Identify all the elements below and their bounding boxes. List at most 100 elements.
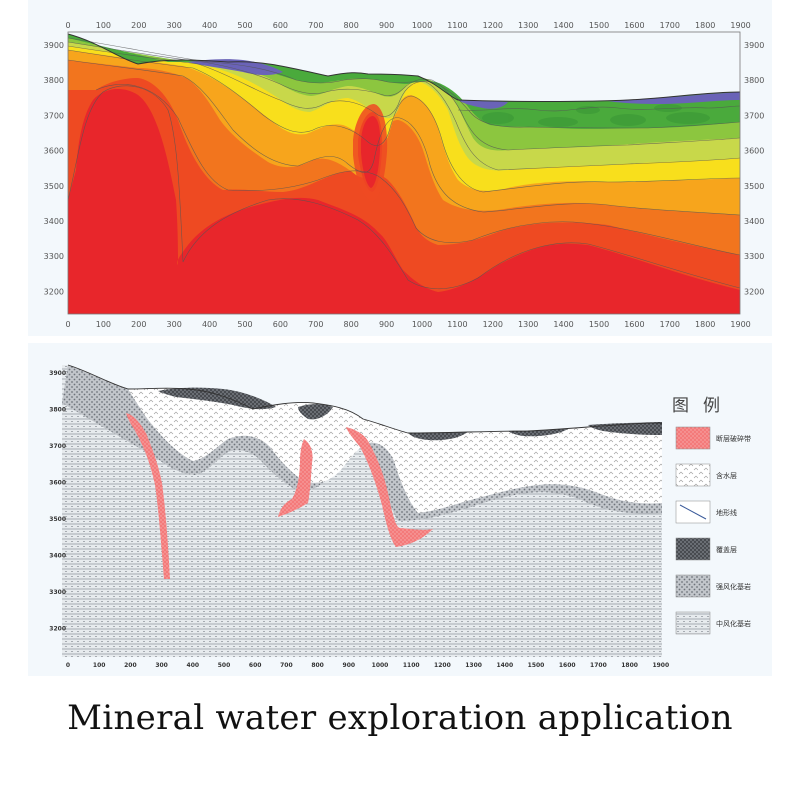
contour-lines <box>68 37 740 290</box>
x-tick-label: 500 <box>218 662 231 669</box>
x-tick-label-bottom: 900 <box>379 320 394 329</box>
layer-cover-right2 <box>508 429 568 437</box>
x-tick-label-top: 500 <box>237 21 252 30</box>
x-tick-label-bottom: 800 <box>344 320 359 329</box>
x-tick-label-bottom: 100 <box>96 320 111 329</box>
terrain-line <box>67 364 662 434</box>
x-tick-label: 0 <box>66 662 70 669</box>
y-tick-label-left: 3200 <box>44 287 64 296</box>
legend-label-strongly-weathered: 强风化基岩 <box>716 582 751 591</box>
x-tick-label-bottom: 400 <box>202 320 217 329</box>
layer-cover-left <box>158 387 276 410</box>
x-tick-label: 1200 <box>434 662 451 669</box>
x-tick-label: 600 <box>249 662 262 669</box>
x-tick-label: 1700 <box>590 662 607 669</box>
band-green <box>68 34 740 129</box>
x-tick-label-bottom: 1500 <box>589 320 609 329</box>
x-tick-label-top: 600 <box>273 21 288 30</box>
y-tick-label-left: 3400 <box>44 217 64 226</box>
y-tick-label-right: 3500 <box>744 182 764 191</box>
y-tick-label: 3300 <box>49 589 66 596</box>
x-tick-label-top: 1700 <box>660 21 680 30</box>
x-tick-label-bottom: 500 <box>237 320 252 329</box>
y-tick-label-right: 3200 <box>744 287 764 296</box>
x-tick-label-top: 700 <box>308 21 323 30</box>
x-tick-label: 1600 <box>559 662 576 669</box>
x-tick-label: 1300 <box>465 662 482 669</box>
x-tick-label-bottom: 1100 <box>447 320 467 329</box>
band-blue-purple-right <box>458 100 508 109</box>
legend-label-fault-zone: 断层破碎带 <box>716 434 751 443</box>
x-tick-label: 800 <box>311 662 324 669</box>
layer-cover-mid <box>298 404 333 420</box>
x-tick-label-top: 300 <box>167 21 182 30</box>
y-tick-label-right: 3300 <box>744 252 764 261</box>
y-tick-label-right: 3600 <box>744 147 764 156</box>
legend-swatch-aquifer <box>675 463 711 487</box>
y-tick-label-left: 3700 <box>44 111 64 120</box>
legend-swatch-fault-zone <box>675 426 711 450</box>
x-tick-label: 1000 <box>372 662 389 669</box>
y-tick-label: 3900 <box>49 370 66 377</box>
y-tick-label-left: 3600 <box>44 147 64 156</box>
x-tick-label-bottom: 1800 <box>695 320 715 329</box>
terrain-line-icon <box>679 504 707 520</box>
legend-label-cover-layer: 覆盖层 <box>716 545 737 554</box>
y-tick-label: 3800 <box>49 407 66 414</box>
y-tick-label: 3500 <box>49 516 66 523</box>
x-tick-label-top: 1200 <box>483 21 503 30</box>
x-tick-label-bottom: 1300 <box>518 320 538 329</box>
band-blue-purple-right2 <box>608 92 740 104</box>
x-tick-label-top: 0 <box>65 21 70 30</box>
x-tick-label-top: 200 <box>131 21 146 30</box>
legend-swatch-strongly-weathered <box>675 574 711 598</box>
x-tick-label: 900 <box>343 662 356 669</box>
x-tick-label-bottom: 1900 <box>730 320 750 329</box>
x-tick-label-bottom: 1200 <box>483 320 503 329</box>
x-tick-label-top: 1400 <box>553 21 573 30</box>
x-tick-label-top: 1300 <box>518 21 538 30</box>
y-tick-label-left: 3300 <box>44 252 64 261</box>
x-tick-label-bottom: 700 <box>308 320 323 329</box>
x-tick-label-bottom: 200 <box>131 320 146 329</box>
y-tick-label-right: 3700 <box>744 111 764 120</box>
layer-aquifer <box>128 388 662 513</box>
x-tick-label: 1500 <box>528 662 545 669</box>
y-tick-label-right: 3400 <box>744 217 764 226</box>
x-tick-label-top: 1100 <box>447 21 467 30</box>
x-tick-label-top: 1600 <box>624 21 644 30</box>
y-tick-label-left: 3800 <box>44 76 64 85</box>
x-tick-label: 1900 <box>652 662 669 669</box>
x-tick-label-bottom: 1000 <box>412 320 432 329</box>
x-tick-label-top: 1900 <box>730 21 750 30</box>
y-tick-label-right: 3900 <box>744 41 764 50</box>
surface-profile-line <box>67 33 741 102</box>
legend-label-terrain-line: 地形线 <box>716 508 737 517</box>
caption: Mineral water exploration application <box>67 698 733 738</box>
y-tick-label-right: 3800 <box>744 76 764 85</box>
x-tick-label-bottom: 300 <box>167 320 182 329</box>
x-tick-label: 1800 <box>621 662 638 669</box>
y-tick-label-left: 3500 <box>44 182 64 191</box>
x-tick-label-top: 1500 <box>589 21 609 30</box>
x-tick-label: 300 <box>155 662 168 669</box>
x-tick-label: 1400 <box>496 662 513 669</box>
y-tick-label: 3600 <box>49 480 66 487</box>
x-tick-label-top: 400 <box>202 21 217 30</box>
legend-swatch-cover-layer <box>675 537 711 561</box>
y-tick-label: 3700 <box>49 443 66 450</box>
plot-frame <box>67 31 741 315</box>
x-tick-label-top: 100 <box>96 21 111 30</box>
legend-label-moderately-weathered: 中风化基岩 <box>716 619 751 628</box>
x-tick-label-bottom: 1600 <box>624 320 644 329</box>
legend-swatch-moderately-weathered <box>675 611 711 635</box>
fault-zone-1 <box>126 413 170 579</box>
y-tick-label-left: 3900 <box>44 41 64 50</box>
x-tick-label-top: 800 <box>344 21 359 30</box>
x-tick-label-bottom: 1400 <box>553 320 573 329</box>
x-tick-label: 200 <box>124 662 137 669</box>
y-tick-label: 3400 <box>49 553 66 560</box>
fault-zone-3 <box>346 427 433 547</box>
x-tick-label: 100 <box>93 662 106 669</box>
x-tick-label: 1100 <box>403 662 420 669</box>
